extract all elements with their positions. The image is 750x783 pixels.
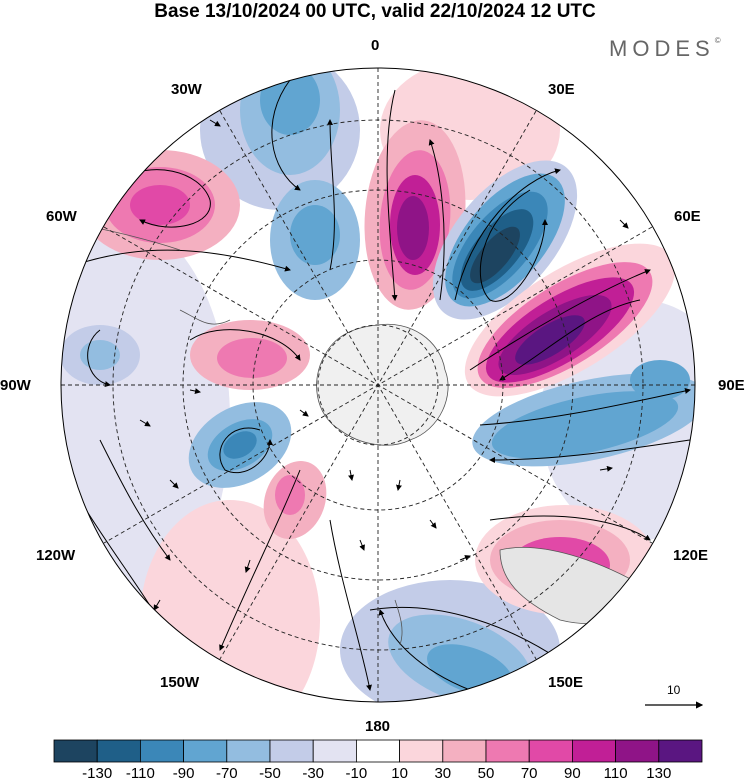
colorbar-swatch [528, 739, 573, 763]
lon-label-60w: 60W [46, 208, 77, 225]
map-title: Base 13/10/2024 00 UTC, valid 22/10/2024… [154, 1, 596, 22]
colorbar-swatch [658, 739, 703, 763]
colorbar-tick-label: -50 [259, 765, 281, 782]
anomaly-field [61, 68, 695, 702]
lon-label-60e: 60E [674, 208, 701, 225]
colorbar [53, 739, 703, 763]
lon-label-0: 0 [371, 37, 380, 54]
lon-label-120e: 120E [673, 547, 709, 564]
lon-label-180: 180 [365, 718, 391, 735]
colorbar-tick-label: -90 [172, 765, 195, 782]
colorbar-tick-label: 10 [391, 765, 408, 782]
lon-label-90w: 90W [0, 377, 31, 394]
colorbar-swatch [399, 739, 444, 763]
colorbar-swatch [312, 739, 357, 763]
colorbar-swatch [442, 739, 487, 763]
colorbar-swatch [139, 739, 184, 763]
lon-label-120w: 120W [36, 547, 76, 564]
colorbar-swatch [355, 739, 400, 763]
colorbar-tick-label: -30 [302, 765, 325, 782]
colorbar-tick-label: 50 [477, 765, 495, 782]
reference-vector-label: 10 [667, 683, 681, 697]
colorbar-swatch [615, 739, 660, 763]
colorbar-swatch [183, 739, 228, 763]
lon-label-90e: 90E [718, 377, 745, 394]
colorbar-tick-label: 90 [564, 765, 581, 782]
lon-label-30e: 30E [548, 81, 575, 98]
colorbar-swatch [485, 739, 530, 763]
colorbar-swatch [226, 739, 271, 763]
colorbar-tick-label: -110 [125, 765, 155, 782]
colorbar-swatch [96, 739, 141, 763]
colorbar-tick-label: 70 [520, 765, 538, 782]
colorbar-tick-label: -70 [215, 765, 238, 782]
colorbar-swatch [572, 739, 617, 763]
lon-label-150e: 150E [548, 674, 584, 691]
lon-label-30w: 30W [171, 81, 202, 98]
colorbar-tick-label: -10 [345, 765, 368, 782]
lon-label-150w: 150W [160, 674, 200, 691]
colorbar-swatch [53, 739, 98, 763]
colorbar-tick-label: 30 [434, 765, 452, 782]
colorbar-tick-label: 130 [646, 765, 672, 782]
modes-logo: MODES© [609, 36, 721, 61]
map-boundary [60, 67, 696, 703]
colorbar-swatch [269, 739, 314, 763]
colorbar-tick-label: -130 [82, 765, 113, 782]
colorbar-tick-label: 110 [603, 765, 628, 782]
